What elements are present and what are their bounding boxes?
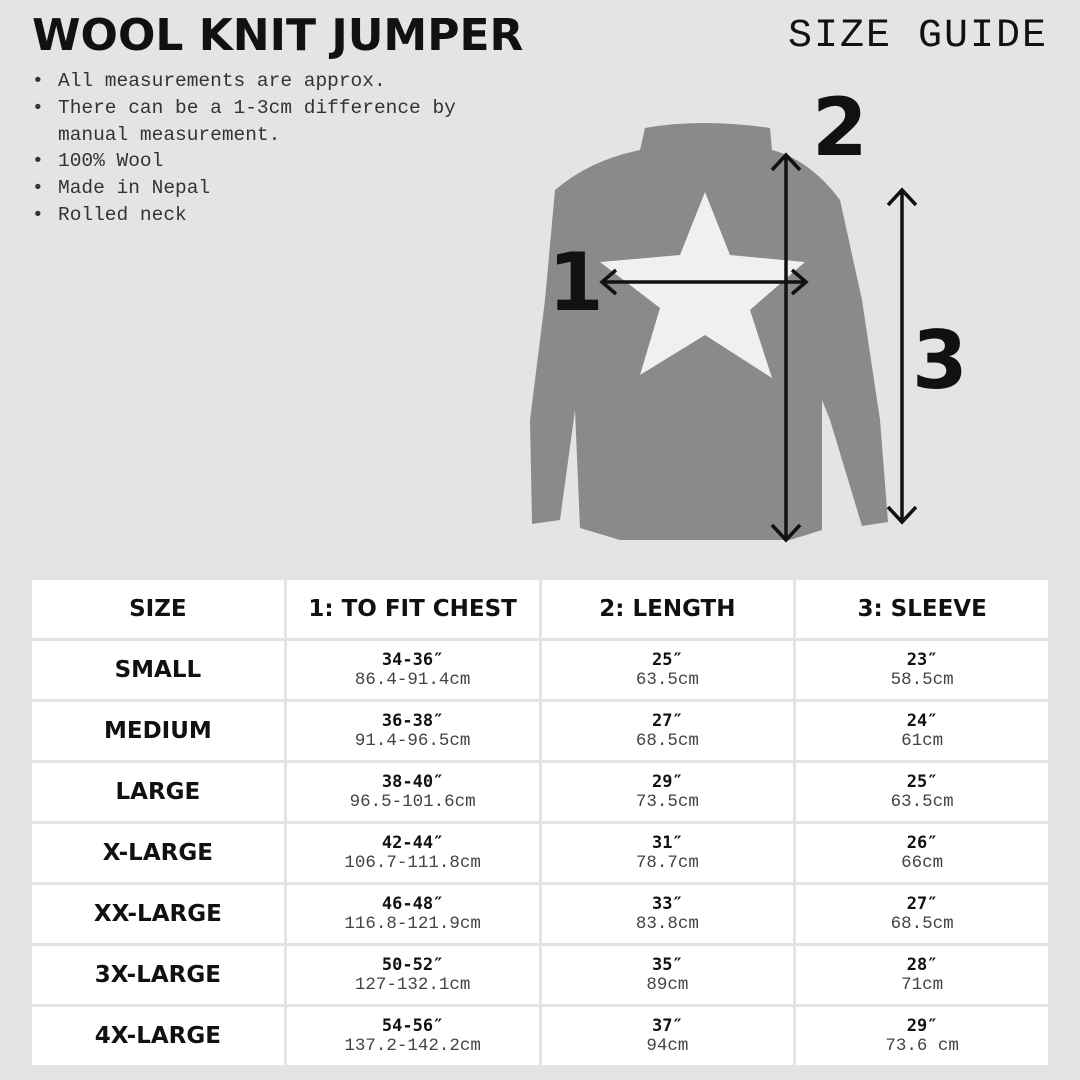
chest-inches: 50-52″ <box>381 955 444 975</box>
sleeve-cm: 61cm <box>901 731 944 751</box>
table-row: XX-LARGE 46-48″ 116.8-121.9cm 33″ 83.8cm 27″ 6… <box>32 885 1048 943</box>
chest-cm: 86.4-91.4cm <box>354 670 471 690</box>
length-cm: 89cm <box>646 975 689 995</box>
size-cell: MEDIUM <box>32 702 284 760</box>
chest-inches: 42-44″ <box>381 833 444 853</box>
sleeve-cm: 66cm <box>901 853 944 873</box>
length-inches: 27″ <box>652 711 683 731</box>
sleeve-inches: 28″ <box>906 955 938 975</box>
length-inches: 35″ <box>652 955 683 975</box>
chest-inches: 34-36″ <box>381 650 444 670</box>
sleeve-cm: 63.5cm <box>890 792 954 812</box>
note-item: 100% Wool <box>32 148 498 175</box>
table-row: MEDIUM 36-38″ 91.4-96.5cm 27″ 68.5cm 24″ 61cm <box>32 702 1048 760</box>
sleeve-arrow <box>886 187 918 525</box>
chest-cell: 50-52″ 127-132.1cm <box>286 946 539 1004</box>
header-chest: 1: TO FIT CHEST <box>286 580 539 638</box>
size-guide-heading: SIZE GUIDE <box>787 14 1048 59</box>
size-cell: SMALL <box>32 641 284 699</box>
size-cell: X-LARGE <box>32 824 284 882</box>
chest-cm: 137.2-142.2cm <box>344 1036 481 1056</box>
table-row: 4X-LARGE 54-56″ 137.2-142.2cm 37″ 94cm 29″ 73.… <box>32 1007 1048 1065</box>
chest-cell: 46-48″ 116.8-121.9cm <box>286 885 539 943</box>
length-cell: 35″ 89cm <box>541 946 794 1004</box>
product-title: WOOL KNIT JUMPER <box>32 10 524 61</box>
sleeve-inches: 24″ <box>906 711 938 731</box>
sleeve-cell: 29″ 73.6 cm <box>796 1007 1048 1065</box>
header-length: 2: LENGTH <box>541 580 794 638</box>
table-row: LARGE 38-40″ 96.5-101.6cm 29″ 73.5cm 25″ 63.5c… <box>32 763 1048 821</box>
sleeve-cm: 73.6 cm <box>885 1036 959 1056</box>
chest-cell: 34-36″ 86.4-91.4cm <box>286 641 539 699</box>
sleeve-cell: 26″ 66cm <box>796 824 1048 882</box>
sleeve-inches: 29″ <box>906 1016 938 1036</box>
sleeve-inches: 25″ <box>906 772 938 792</box>
chest-cm: 127-132.1cm <box>354 975 471 995</box>
chest-inches: 54-56″ <box>381 1016 444 1036</box>
sleeve-cell: 24″ 61cm <box>796 702 1048 760</box>
length-cm: 78.7cm <box>635 853 699 873</box>
length-inches: 33″ <box>652 894 683 914</box>
length-cm: 73.5cm <box>635 792 699 812</box>
star-icon <box>600 192 805 378</box>
header-size: SIZE <box>32 580 284 638</box>
sleeve-cell: 27″ 68.5cm <box>796 885 1048 943</box>
length-cell: 25″ 63.5cm <box>541 641 794 699</box>
length-cell: 29″ 73.5cm <box>541 763 794 821</box>
label-1: 1 <box>548 236 604 329</box>
table-header-row: SIZE 1: TO FIT CHEST 2: LENGTH 3: SLEEVE <box>32 580 1048 638</box>
chest-cell: 42-44″ 106.7-111.8cm <box>286 824 539 882</box>
length-cell: 31″ 78.7cm <box>541 824 794 882</box>
length-inches: 29″ <box>652 772 683 792</box>
chest-cm: 116.8-121.9cm <box>344 914 481 934</box>
chest-inches: 46-48″ <box>381 894 444 914</box>
length-cm: 68.5cm <box>635 731 699 751</box>
size-cell: 4X-LARGE <box>32 1007 284 1065</box>
length-inches: 31″ <box>652 833 683 853</box>
header-sleeve: 3: SLEEVE <box>796 580 1048 638</box>
sleeve-cell: 28″ 71cm <box>796 946 1048 1004</box>
chest-cm: 91.4-96.5cm <box>354 731 471 751</box>
sleeve-inches: 26″ <box>906 833 938 853</box>
sleeve-cm: 68.5cm <box>890 914 954 934</box>
sleeve-inches: 27″ <box>906 894 938 914</box>
size-cell: 3X-LARGE <box>32 946 284 1004</box>
length-cell: 37″ 94cm <box>541 1007 794 1065</box>
length-cm: 83.8cm <box>635 914 699 934</box>
label-3: 3 <box>912 314 968 407</box>
length-inches: 37″ <box>652 1016 683 1036</box>
sleeve-cm: 71cm <box>901 975 944 995</box>
notes-list: All measurements are approx. There can b… <box>32 68 498 229</box>
length-cell: 33″ 83.8cm <box>541 885 794 943</box>
length-arrow <box>770 152 802 543</box>
length-inches: 25″ <box>652 650 683 670</box>
sleeve-cm: 58.5cm <box>890 670 954 690</box>
table-row: X-LARGE 42-44″ 106.7-111.8cm 31″ 78.7cm 26″ 66… <box>32 824 1048 882</box>
chest-inches: 36-38″ <box>381 711 444 731</box>
note-item: There can be a 1-3cm difference by manua… <box>32 95 498 149</box>
length-cell: 27″ 68.5cm <box>541 702 794 760</box>
sweater-diagram: 1 2 3 <box>530 81 968 543</box>
chest-cell: 36-38″ 91.4-96.5cm <box>286 702 539 760</box>
length-cm: 94cm <box>646 1036 689 1056</box>
note-item: All measurements are approx. <box>32 68 498 95</box>
length-cm: 63.5cm <box>635 670 699 690</box>
chest-cell: 54-56″ 137.2-142.2cm <box>286 1007 539 1065</box>
size-cell: LARGE <box>32 763 284 821</box>
chest-cm: 106.7-111.8cm <box>344 853 481 873</box>
table-row: 3X-LARGE 50-52″ 127-132.1cm 35″ 89cm 28″ 71cm <box>32 946 1048 1004</box>
chest-inches: 38-40″ <box>381 772 444 792</box>
chest-cm: 96.5-101.6cm <box>349 792 476 812</box>
chest-arrow <box>599 268 809 296</box>
sleeve-cell: 23″ 58.5cm <box>796 641 1048 699</box>
size-cell: XX-LARGE <box>32 885 284 943</box>
chest-cell: 38-40″ 96.5-101.6cm <box>286 763 539 821</box>
sleeve-cell: 25″ 63.5cm <box>796 763 1048 821</box>
label-2: 2 <box>812 81 868 174</box>
table-row: SMALL 34-36″ 86.4-91.4cm 25″ 63.5cm 23″ 58.5cm <box>32 641 1048 699</box>
note-item: Made in Nepal <box>32 175 498 202</box>
size-table: SIZE 1: TO FIT CHEST 2: LENGTH 3: SLEEVE… <box>29 577 1051 1068</box>
sleeve-inches: 23″ <box>906 650 938 670</box>
note-item: Rolled neck <box>32 202 498 229</box>
